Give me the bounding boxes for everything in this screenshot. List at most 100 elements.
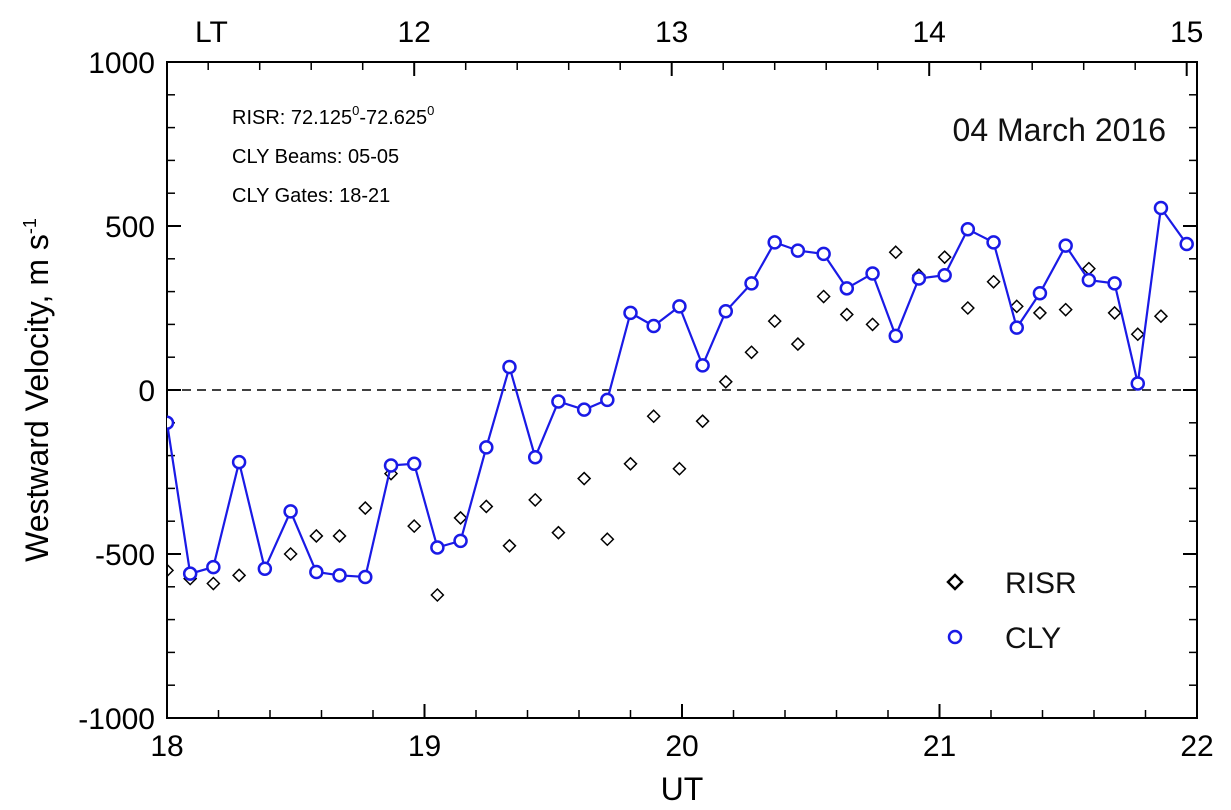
info-line-beams: CLY Beams: 05-05	[232, 146, 399, 168]
risr-point	[865, 317, 880, 332]
x-axis-title: UT	[661, 771, 704, 807]
cly-point	[332, 568, 347, 583]
legend-risr-label: RISR	[1005, 567, 1077, 600]
cly-point	[406, 456, 422, 472]
cly-point	[182, 566, 198, 581]
risr-point	[695, 414, 710, 429]
cly-point	[816, 246, 831, 262]
cly-point	[1032, 285, 1048, 301]
cly-point	[1009, 320, 1024, 335]
risr-point	[937, 250, 952, 265]
risr-point	[283, 546, 298, 562]
cly-point	[888, 328, 903, 344]
risr-point	[577, 471, 592, 486]
y-tick-label: -1000	[78, 703, 155, 736]
legend: RISR CLY	[946, 567, 1077, 655]
cly-point	[865, 266, 880, 281]
cly-point	[453, 533, 468, 549]
risr-point	[1130, 327, 1145, 342]
cly-point	[551, 394, 566, 409]
y-tick-label: 500	[105, 211, 155, 244]
cly-point	[646, 318, 661, 334]
risr-point	[332, 528, 347, 544]
legend-risr-marker	[946, 573, 964, 591]
cly-point	[167, 415, 175, 431]
risr-point	[960, 300, 975, 316]
risr-point	[986, 274, 1001, 289]
cly-point	[672, 299, 687, 314]
risr-point	[646, 409, 661, 424]
risr-point	[1009, 299, 1024, 314]
top-tick-label: 13	[655, 16, 688, 49]
cly-point	[1179, 236, 1194, 252]
risr-point	[888, 245, 903, 260]
y-axis-title-main: Westward Velocity, m s	[19, 234, 55, 562]
cly-point	[623, 305, 638, 321]
risr-point	[672, 461, 687, 476]
cly-point	[911, 271, 927, 286]
risr-point	[502, 538, 517, 553]
risr-point	[1153, 309, 1169, 324]
risr-point	[1107, 305, 1122, 320]
risr-point	[744, 345, 759, 360]
risr-point	[767, 314, 782, 329]
cly-point	[283, 504, 298, 519]
cly-point	[960, 222, 976, 237]
risr-point	[358, 501, 373, 516]
info-risr-sup2: 0	[427, 103, 434, 118]
risr-point	[816, 289, 831, 304]
cly-line	[167, 205, 1188, 579]
info-risr-mid: -72.625	[359, 107, 427, 129]
cly-point	[1153, 200, 1169, 216]
risr-point	[167, 563, 175, 578]
ticks-layer	[166, 61, 1198, 719]
cly-point	[937, 267, 952, 283]
cly-point	[576, 402, 592, 417]
risr-point	[718, 374, 733, 389]
cly-point	[600, 392, 615, 408]
top-tick-label: 15	[1170, 16, 1203, 49]
cly-point	[527, 449, 543, 465]
risr-point	[623, 456, 638, 471]
legend-cly-marker	[947, 629, 963, 645]
risr-point	[232, 568, 247, 583]
cly-point	[1107, 276, 1122, 291]
cly-point	[839, 281, 855, 296]
info-risr-text: RISR: 72.125	[232, 107, 352, 129]
x-tick-label: 19	[408, 730, 441, 763]
x-tick-label: 22	[1180, 730, 1213, 763]
risr-point	[479, 499, 494, 514]
info-risr-sup1: 0	[352, 103, 359, 118]
risr-point	[600, 532, 615, 547]
x-tick-label: 20	[665, 730, 698, 763]
tick-labels-layer: -1000 -500 0 500 1000 18 19 20 21 22 12 13 14 15	[78, 16, 1213, 763]
cly-point	[1130, 376, 1146, 391]
risr-point	[407, 519, 422, 534]
cly-point	[744, 276, 759, 291]
risr-point	[528, 492, 543, 507]
cly-point	[231, 454, 247, 470]
cly-point	[695, 358, 710, 373]
risr-point	[790, 337, 805, 352]
cly-point	[206, 559, 221, 575]
risr-point	[551, 525, 566, 540]
cly-point	[257, 561, 273, 577]
top-tick-label: 14	[913, 16, 946, 49]
cly-point	[986, 235, 1001, 250]
x-tick-label: 21	[923, 730, 956, 763]
legend-cly-label: CLY	[1005, 622, 1061, 655]
cly-point	[1081, 272, 1097, 288]
cly-point	[1058, 238, 1073, 253]
y-tick-label: -500	[95, 539, 155, 572]
x-tick-label: 18	[150, 730, 183, 763]
risr-point	[453, 510, 468, 525]
risr-point	[430, 587, 445, 603]
risr-point	[383, 466, 399, 481]
cly-point	[358, 569, 373, 585]
cly-point	[502, 359, 517, 375]
top-axis-title: LT	[195, 16, 228, 49]
y-axis-title: Westward Velocity, m s-1	[19, 218, 55, 562]
y-tick-label: 0	[138, 375, 155, 408]
series-layer	[167, 200, 1194, 603]
